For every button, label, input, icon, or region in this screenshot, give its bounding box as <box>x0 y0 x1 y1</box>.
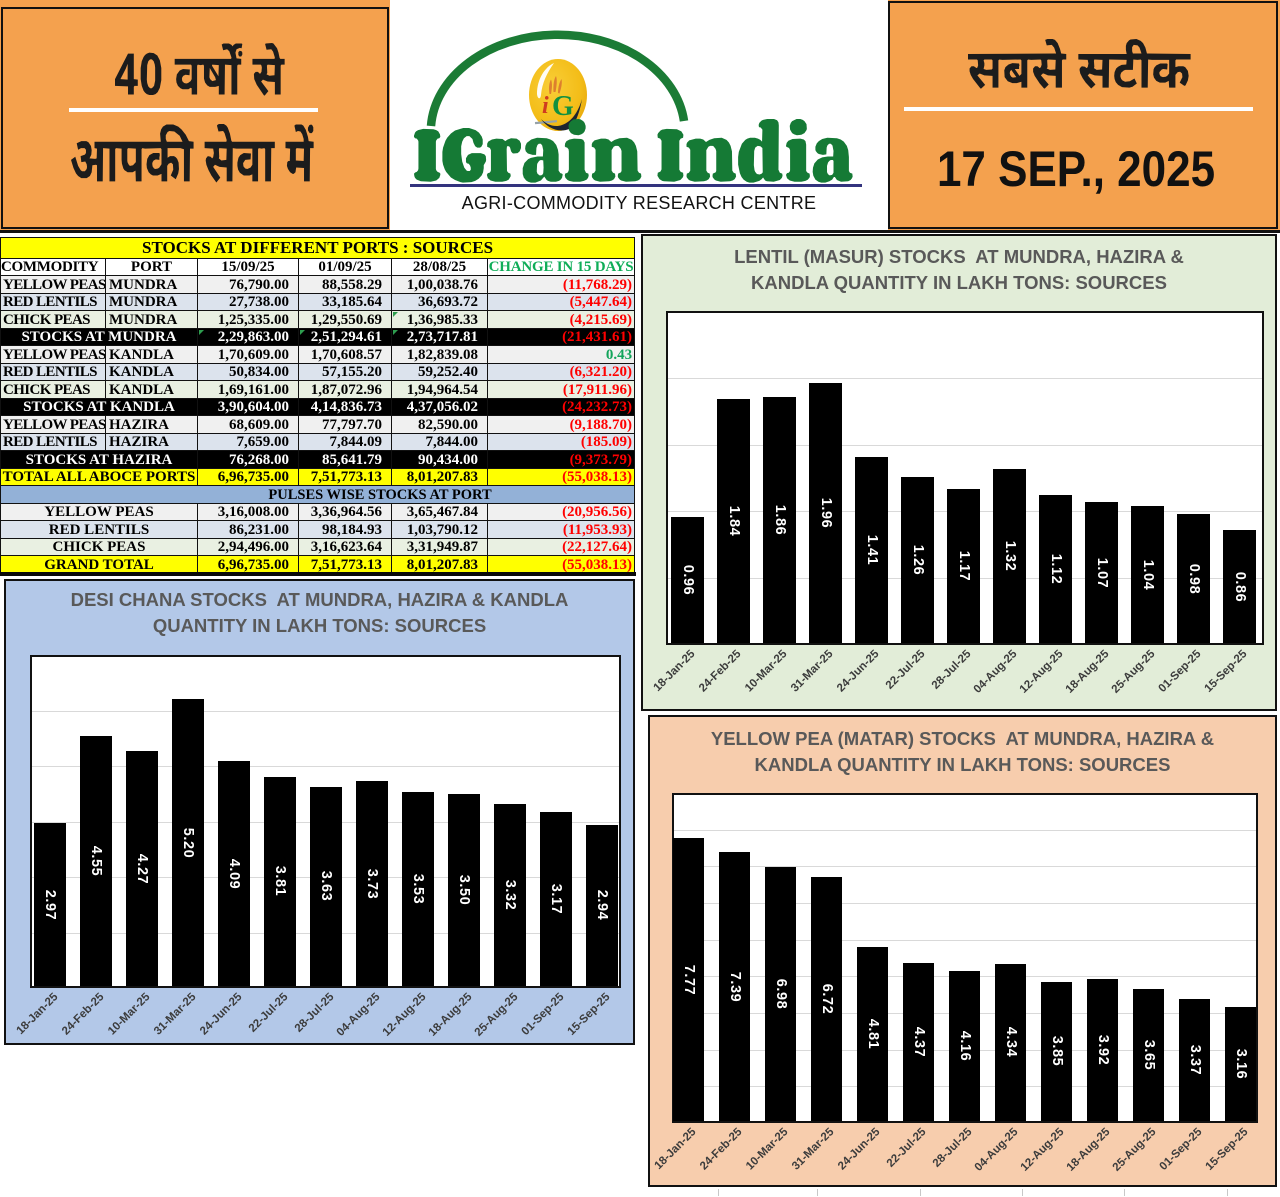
svg-text:G: G <box>552 91 574 122</box>
svg-text:i: i <box>542 93 549 119</box>
